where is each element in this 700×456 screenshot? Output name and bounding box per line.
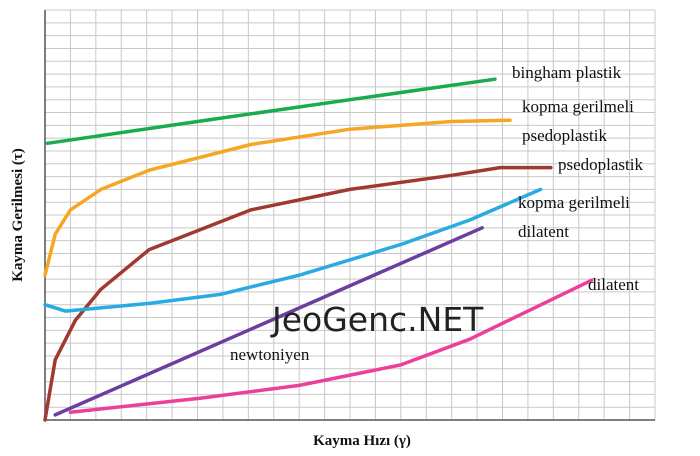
series-line bbox=[68, 278, 594, 415]
series-line bbox=[45, 77, 497, 146]
series-label: newtoniyen bbox=[230, 345, 310, 364]
series-label: psedoplastik bbox=[558, 155, 643, 174]
series-line bbox=[43, 187, 543, 313]
y-axis-label: Kayma Gerilmesi (τ) bbox=[10, 148, 26, 282]
series-label: bingham plastik bbox=[512, 63, 622, 82]
series-label: kopma gerilmeli dilatent bbox=[518, 193, 630, 241]
series-label: kopma gerilmeli psedoplastik bbox=[522, 97, 634, 145]
series-label: dilatent bbox=[588, 275, 639, 294]
series-line bbox=[43, 118, 512, 277]
series-line bbox=[53, 226, 484, 417]
series-line bbox=[43, 165, 553, 422]
watermark: JeoGenc.NET bbox=[272, 300, 484, 339]
x-axis-label: Kayma Hızı (γ) bbox=[313, 433, 411, 449]
